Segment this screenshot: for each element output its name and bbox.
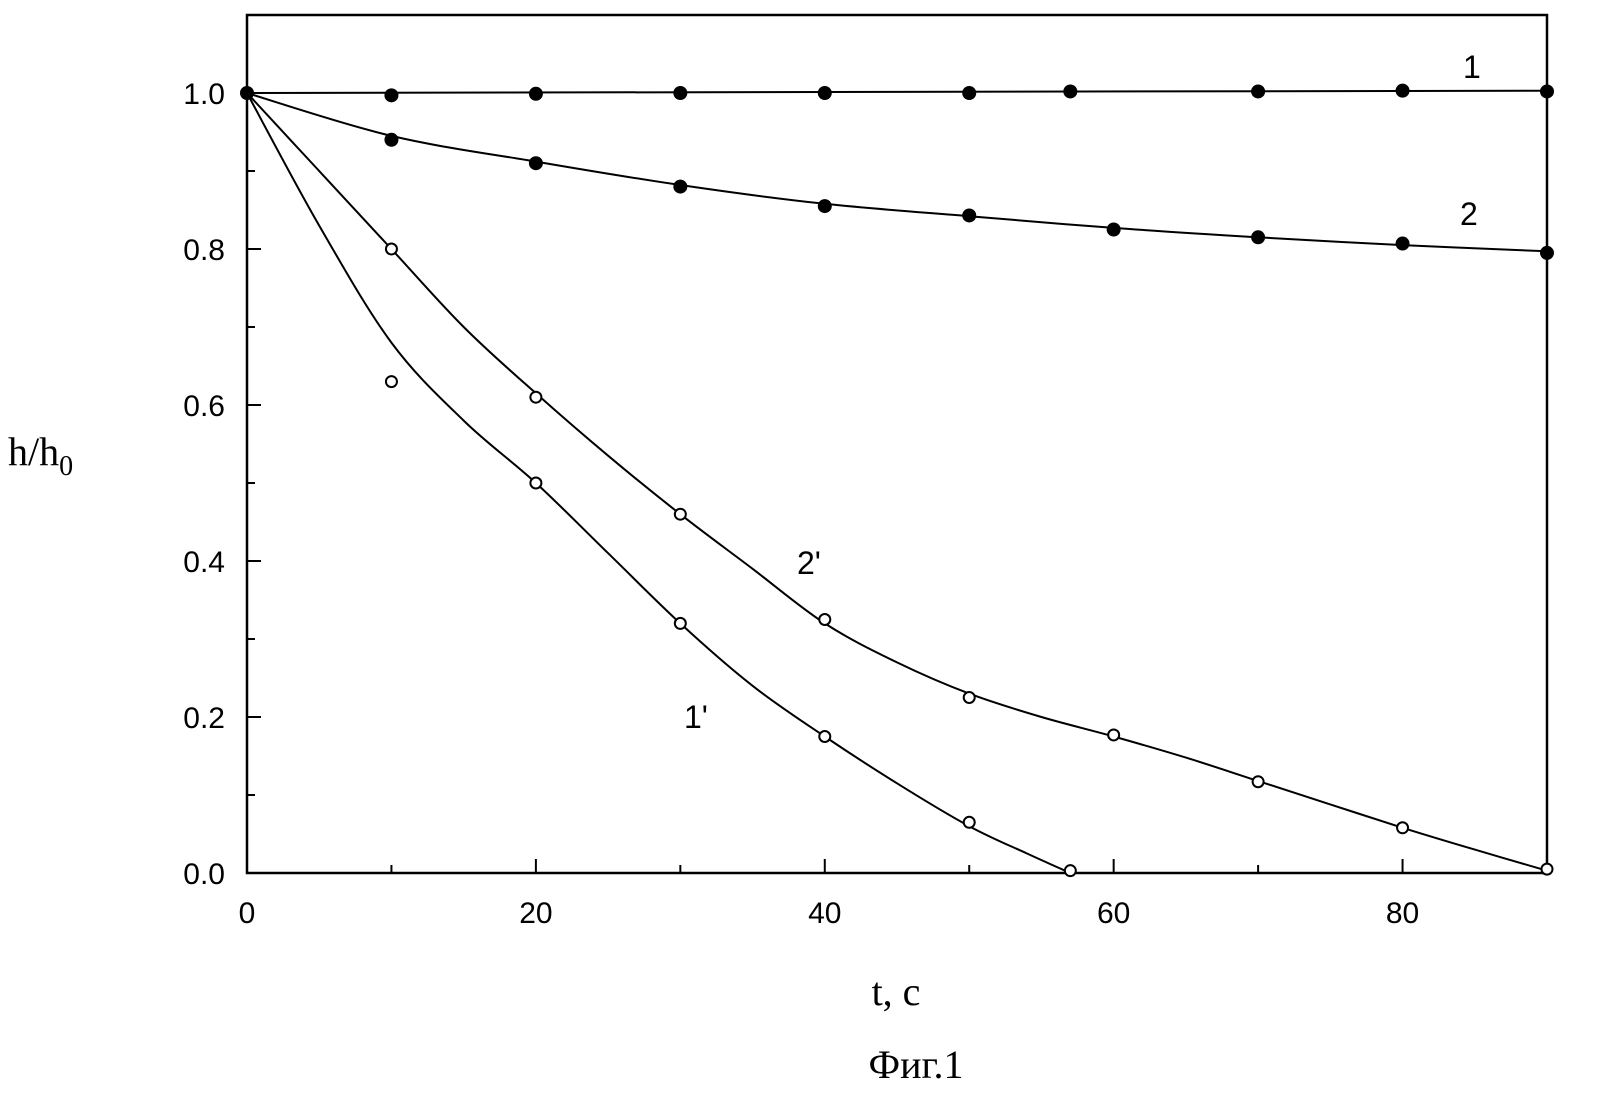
point-series-2-prime bbox=[964, 692, 975, 703]
point-series-1 bbox=[385, 89, 398, 102]
point-series-2-prime bbox=[819, 614, 830, 625]
x-tick-label: 40 bbox=[808, 897, 841, 930]
point-series-1-prime bbox=[819, 731, 830, 742]
curves bbox=[247, 91, 1547, 873]
x-axis-ticks: 0 20 40 60 80 bbox=[239, 859, 1420, 930]
point-series-2 bbox=[818, 200, 831, 213]
point-series-2 bbox=[1541, 246, 1554, 259]
point-series-1-prime bbox=[386, 376, 397, 387]
x-tick-label: 80 bbox=[1386, 897, 1419, 930]
point-series-1-prime bbox=[964, 817, 975, 828]
x-axis-title: t, c bbox=[872, 969, 921, 1014]
point-series-1 bbox=[1064, 85, 1077, 98]
point-series-2-prime bbox=[530, 392, 541, 403]
y-tick-label: 0.8 bbox=[183, 234, 225, 267]
figure-caption: Фиг.1 bbox=[869, 1042, 964, 1087]
curve-1 bbox=[247, 91, 1547, 93]
point-series-1-prime bbox=[1065, 865, 1076, 876]
point-series-1-prime bbox=[675, 618, 686, 629]
point-series-1 bbox=[529, 87, 542, 100]
y-tick-label: 0.2 bbox=[183, 702, 225, 735]
curve-label-2-prime: 2' bbox=[797, 545, 821, 581]
y-tick-label: 0.4 bbox=[183, 546, 225, 579]
point-series-1 bbox=[818, 87, 831, 100]
x-tick-label: 20 bbox=[519, 897, 552, 930]
point-series-2 bbox=[1396, 237, 1409, 250]
x-tick-label: 60 bbox=[1097, 897, 1130, 930]
plot-frame bbox=[247, 15, 1547, 873]
point-series-1-prime bbox=[530, 478, 541, 489]
curve-2 bbox=[247, 93, 1547, 251]
point-series-2 bbox=[674, 180, 687, 193]
point-series-2-prime bbox=[1108, 729, 1119, 740]
point-series-2-prime bbox=[386, 244, 397, 255]
curve-1-prime bbox=[247, 93, 1070, 873]
y-axis-title-main: h/h bbox=[8, 429, 59, 474]
point-series-2 bbox=[385, 133, 398, 146]
point-series-1 bbox=[674, 87, 687, 100]
point-series-1 bbox=[1541, 85, 1554, 98]
y-axis-title-subscript: 0 bbox=[59, 451, 73, 482]
curve-label-2: 2 bbox=[1460, 196, 1478, 232]
x-tick-label: 0 bbox=[239, 897, 256, 930]
y-axis-title: h/h0 bbox=[8, 429, 73, 482]
y-tick-label: 1.0 bbox=[183, 78, 225, 111]
y-tick-label: 0.0 bbox=[183, 858, 225, 891]
point-series-2 bbox=[963, 209, 976, 222]
point-series-2 bbox=[1252, 231, 1265, 244]
point-series-2 bbox=[1107, 223, 1120, 236]
point-series-1 bbox=[963, 87, 976, 100]
point-series-1 bbox=[1396, 84, 1409, 97]
point-series-2 bbox=[529, 157, 542, 170]
point-series-1 bbox=[241, 87, 254, 100]
point-series-2-prime bbox=[1253, 776, 1264, 787]
point-series-2-prime bbox=[1397, 822, 1408, 833]
point-series-2-prime bbox=[1542, 864, 1553, 875]
y-tick-label: 0.6 bbox=[183, 390, 225, 423]
curve-label-1: 1 bbox=[1463, 49, 1481, 85]
curve-label-1-prime: 1' bbox=[684, 699, 708, 735]
data-points bbox=[241, 84, 1554, 876]
point-series-2-prime bbox=[675, 509, 686, 520]
y-axis-ticks: 0.0 0.2 0.4 0.6 0.8 1.0 bbox=[183, 78, 261, 891]
point-series-1 bbox=[1252, 85, 1265, 98]
